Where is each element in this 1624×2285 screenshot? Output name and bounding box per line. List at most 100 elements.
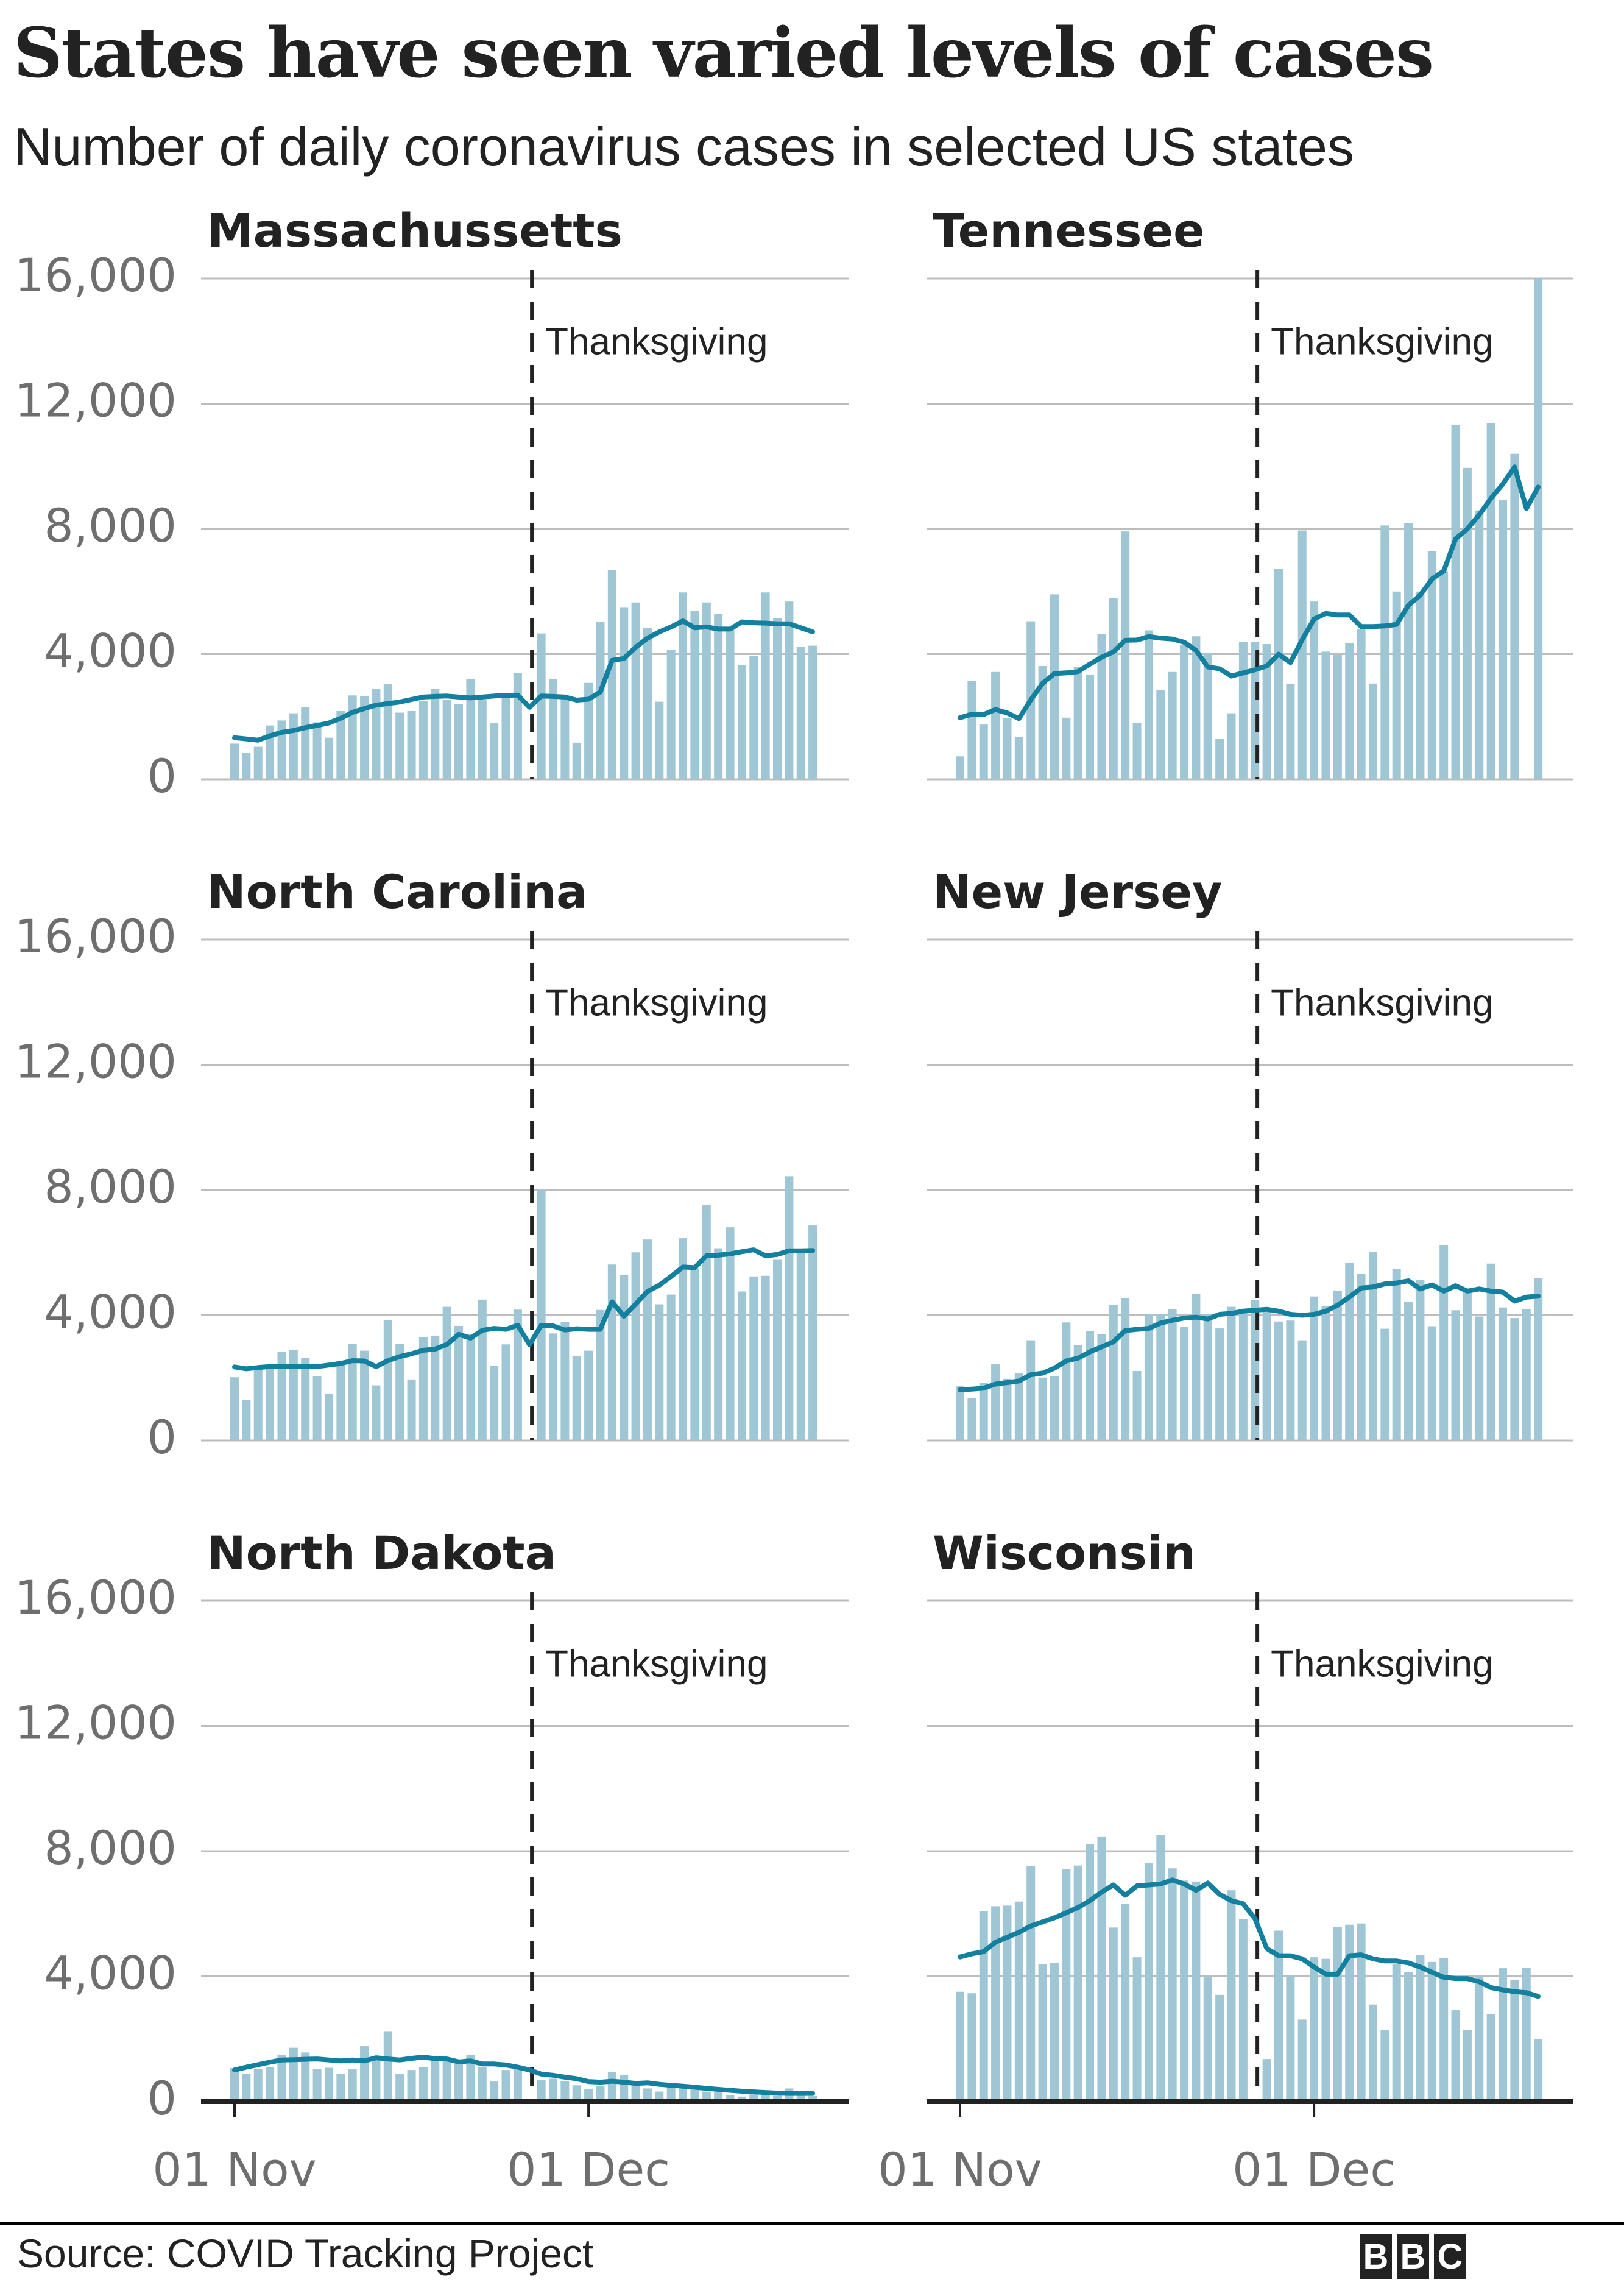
bar	[679, 1238, 688, 1440]
bar	[1086, 1844, 1095, 2102]
bar	[1227, 1890, 1236, 2102]
chart-subtitle: Number of daily coronavirus cases in sel…	[13, 116, 1354, 177]
y-tick-label: 8,000	[44, 1160, 177, 1214]
bar	[1510, 1318, 1519, 1440]
rolling-average-line	[958, 1278, 1541, 1392]
bar	[1357, 628, 1366, 779]
bar	[702, 1205, 711, 1440]
bar	[1062, 1869, 1071, 2102]
bar	[749, 1276, 758, 1440]
bar	[395, 1344, 404, 1440]
bar	[242, 2074, 251, 2102]
panel-title: New Jersey	[933, 865, 1222, 919]
bar	[1439, 571, 1449, 779]
bar	[737, 1291, 746, 1440]
bar	[714, 614, 723, 779]
bar	[537, 1190, 546, 1440]
panel-wisconsin: Wisconsin Thanksgiving 01 Nov 01 Dec	[878, 1526, 1573, 2197]
bar	[1251, 641, 1260, 779]
bar	[266, 2067, 275, 2102]
bar	[1451, 2010, 1460, 2102]
bar	[348, 695, 357, 779]
x-tick-label: 01 Dec	[1232, 2142, 1396, 2197]
bar	[991, 1364, 1000, 1440]
bar	[230, 743, 239, 779]
bar	[1522, 1309, 1531, 1440]
y-tick-label: 8,000	[44, 498, 177, 553]
bar	[1368, 683, 1377, 779]
bar	[1014, 1373, 1023, 1440]
bar	[726, 627, 735, 779]
bar	[808, 2095, 817, 2102]
y-tick-label: 16,000	[15, 248, 177, 302]
bar	[1168, 671, 1177, 779]
bar	[348, 1344, 357, 1440]
bar	[679, 592, 688, 779]
bar	[1168, 1868, 1177, 2102]
bar	[1097, 1334, 1106, 1440]
bar	[1003, 1905, 1012, 2102]
bar	[584, 2088, 593, 2102]
bar	[336, 1361, 345, 1440]
bar	[230, 1377, 239, 1440]
thanksgiving-label: Thanksgiving	[545, 982, 768, 1024]
bar	[761, 1275, 770, 1440]
bar	[655, 1304, 664, 1440]
bar	[1073, 667, 1082, 779]
bar	[560, 1322, 570, 1440]
bar	[666, 1294, 676, 1440]
bar	[1227, 1306, 1236, 1440]
bar	[548, 1333, 557, 1440]
y-tick-label: 12,000	[15, 1695, 177, 1749]
bar	[560, 698, 570, 779]
bar	[679, 2088, 688, 2102]
footer-divider	[0, 2222, 1624, 2225]
bar	[1132, 1957, 1142, 2102]
bar	[1321, 1306, 1330, 1440]
bar	[1368, 1252, 1377, 1440]
bar	[607, 570, 616, 779]
bar	[407, 1379, 416, 1440]
bar	[360, 696, 369, 779]
bar	[620, 1275, 629, 1440]
bar	[1392, 1269, 1401, 1440]
bar	[726, 2095, 735, 2102]
bar	[360, 2046, 369, 2102]
bar	[796, 1249, 805, 1440]
bar	[761, 592, 770, 779]
bar	[230, 2068, 239, 2102]
bar	[572, 1356, 581, 1440]
bar	[454, 704, 464, 779]
bar	[620, 607, 629, 779]
bar	[336, 2074, 345, 2102]
x-tick-label: 01 Dec	[507, 2142, 670, 2197]
bar	[1534, 2039, 1543, 2102]
rolling-average-line	[232, 618, 816, 743]
bar	[418, 1337, 428, 1440]
bar	[1333, 1927, 1342, 2102]
bar	[1345, 1924, 1354, 2102]
bar	[979, 1911, 988, 2102]
bar	[501, 1344, 510, 1440]
bar	[1404, 1972, 1413, 2102]
thanksgiving-label: Thanksgiving	[1271, 982, 1493, 1024]
bar	[1345, 643, 1354, 779]
thanksgiving-label: Thanksgiving	[545, 321, 768, 363]
bar	[431, 689, 440, 779]
bar	[1086, 1331, 1095, 1440]
bar	[478, 700, 487, 779]
bar	[301, 2052, 310, 2102]
bar	[513, 1309, 522, 1440]
bar	[1357, 1923, 1366, 2102]
bar	[1227, 713, 1236, 779]
bar	[372, 689, 381, 779]
bar	[383, 684, 392, 779]
bar	[383, 1320, 392, 1440]
bar	[312, 722, 322, 779]
bar	[466, 1334, 475, 1440]
bar	[666, 650, 676, 779]
bar	[1439, 1245, 1449, 1440]
bar	[1238, 642, 1248, 779]
bar	[1416, 591, 1425, 779]
bar	[1251, 1300, 1260, 1440]
